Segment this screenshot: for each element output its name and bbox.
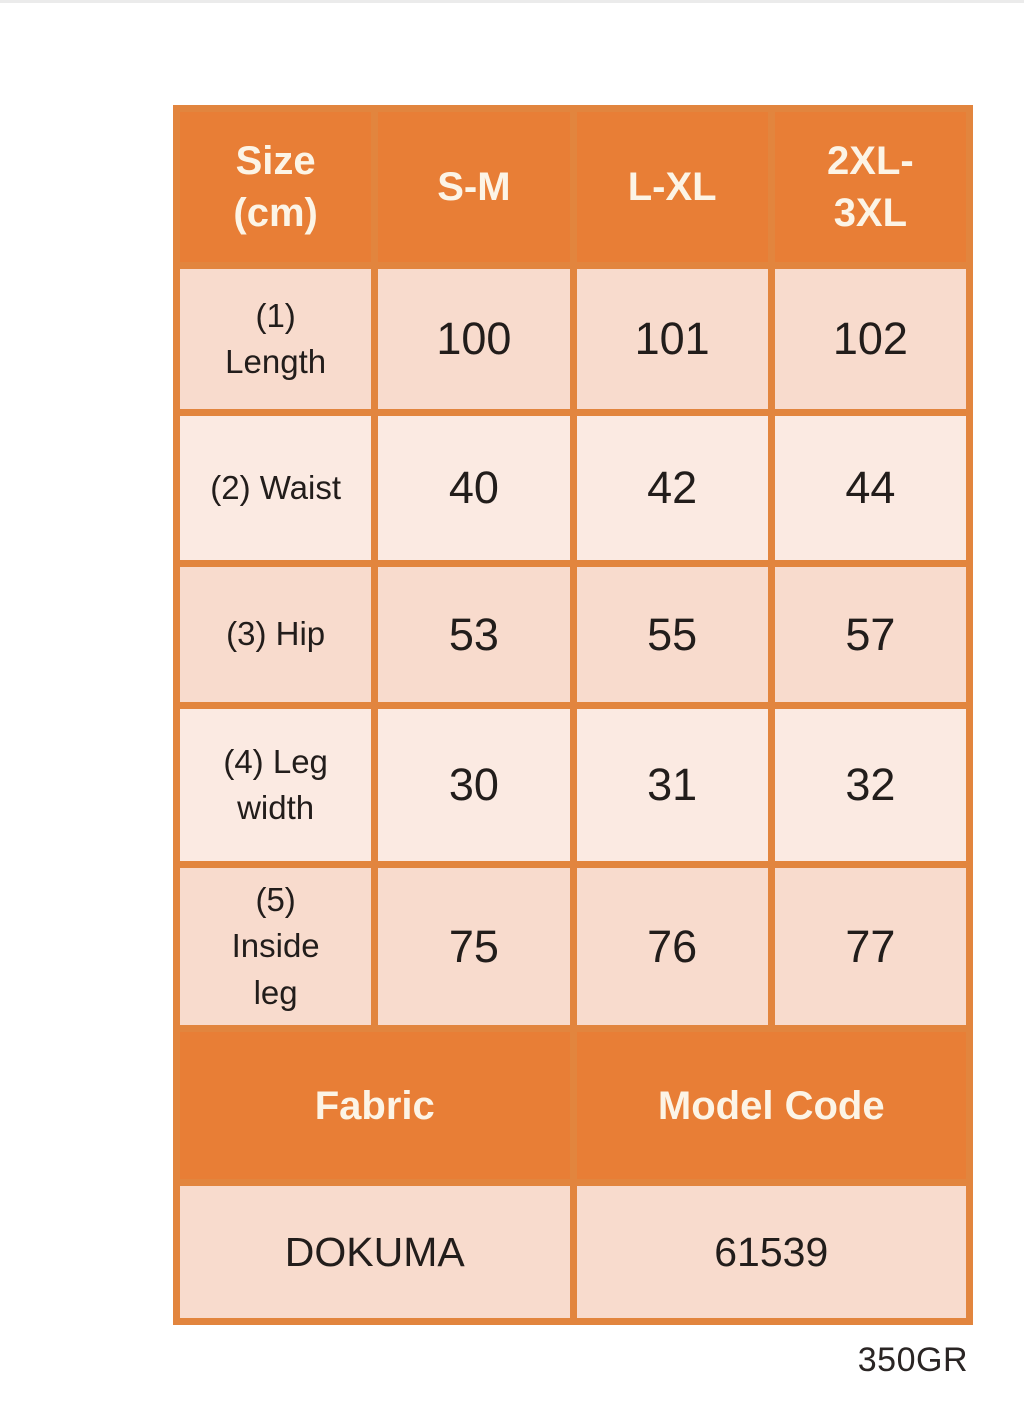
header-size-cm: Size (cm) bbox=[180, 112, 372, 262]
row-label-inside-leg: (5) Inside leg bbox=[180, 868, 372, 1025]
inside-leg-2xl-3xl: 77 bbox=[774, 868, 966, 1025]
leg-width-l-xl: 31 bbox=[576, 709, 768, 861]
waist-s-m: 40 bbox=[378, 416, 570, 560]
model-code-header: Model Code bbox=[576, 1032, 966, 1179]
table-row-waist: (2) Waist 40 42 44 bbox=[180, 416, 966, 560]
hip-l-xl: 55 bbox=[576, 567, 768, 702]
header-2xl-3xl: 2XL- 3XL bbox=[774, 112, 966, 262]
model-code-value: 61539 bbox=[576, 1186, 966, 1318]
inside-leg-s-m: 75 bbox=[378, 868, 570, 1025]
fabric-header: Fabric bbox=[180, 1032, 570, 1179]
size-chart-table: Size (cm) S-M L-XL 2XL- 3XL (1) Length 1… bbox=[173, 105, 973, 1325]
length-2xl-3xl: 102 bbox=[774, 269, 966, 409]
fabric-value: DOKUMA bbox=[180, 1186, 570, 1318]
table-row-hip: (3) Hip 53 55 57 bbox=[180, 567, 966, 702]
waist-2xl-3xl: 44 bbox=[774, 416, 966, 560]
row-label-hip: (3) Hip bbox=[180, 567, 372, 702]
info-value-row: DOKUMA 61539 bbox=[180, 1186, 966, 1318]
leg-width-s-m: 30 bbox=[378, 709, 570, 861]
row-label-waist: (2) Waist bbox=[180, 416, 372, 560]
waist-l-xl: 42 bbox=[576, 416, 768, 560]
weight-footnote: 350GR bbox=[857, 1341, 968, 1379]
top-hairline bbox=[0, 0, 1024, 3]
hip-s-m: 53 bbox=[378, 567, 570, 702]
header-s-m: S-M bbox=[378, 112, 570, 262]
table-row-length: (1) Length 100 101 102 bbox=[180, 269, 966, 409]
header-row: Size (cm) S-M L-XL 2XL- 3XL bbox=[180, 112, 966, 262]
row-label-leg-width: (4) Leg width bbox=[180, 709, 372, 861]
table-row-inside-leg: (5) Inside leg 75 76 77 bbox=[180, 868, 966, 1025]
table-row-leg-width: (4) Leg width 30 31 32 bbox=[180, 709, 966, 861]
inside-leg-l-xl: 76 bbox=[576, 868, 768, 1025]
row-label-length: (1) Length bbox=[180, 269, 372, 409]
leg-width-2xl-3xl: 32 bbox=[774, 709, 966, 861]
hip-2xl-3xl: 57 bbox=[774, 567, 966, 702]
info-header-row: Fabric Model Code bbox=[180, 1032, 966, 1179]
length-s-m: 100 bbox=[378, 269, 570, 409]
header-l-xl: L-XL bbox=[576, 112, 768, 262]
length-l-xl: 101 bbox=[576, 269, 768, 409]
